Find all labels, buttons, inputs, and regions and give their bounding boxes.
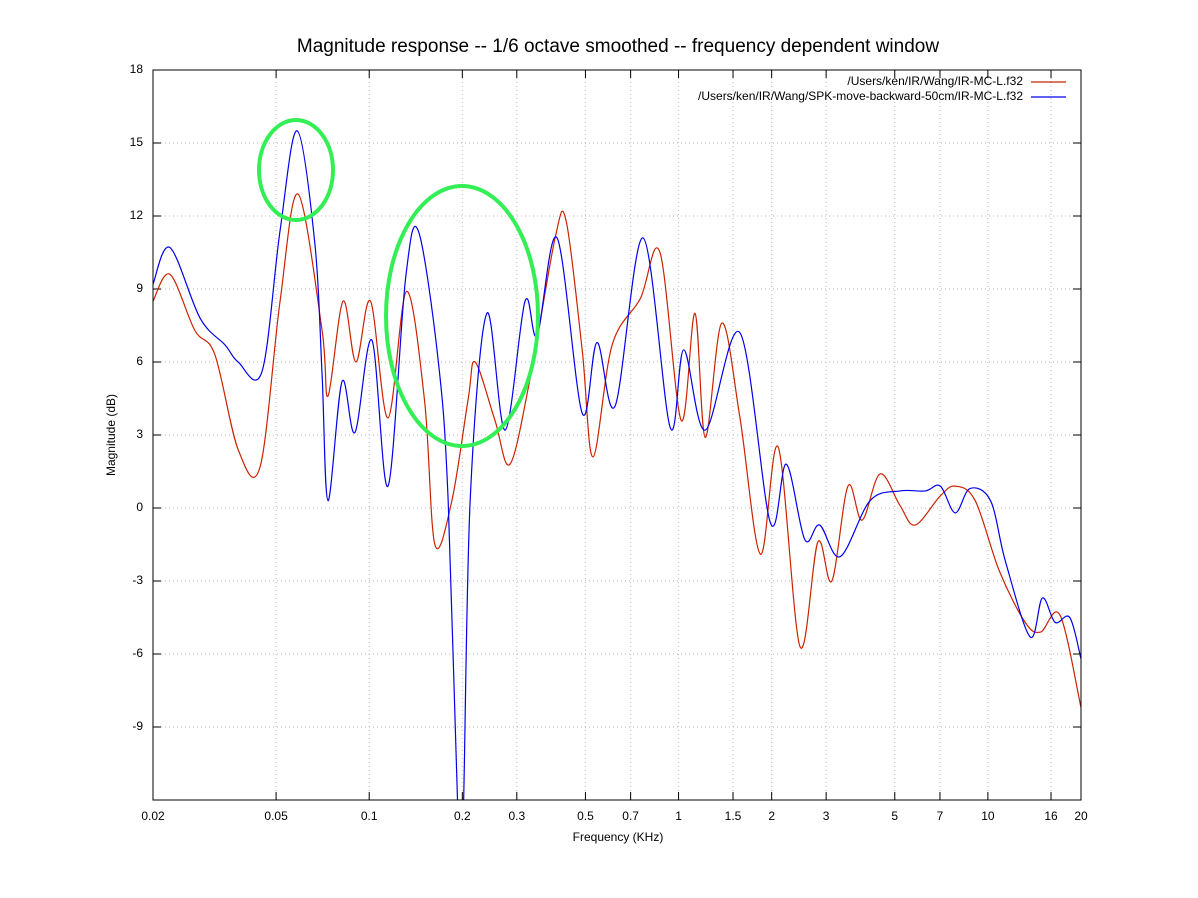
chart-title: Magnitude response -- 1/6 octave smoothe…: [297, 36, 939, 57]
x-tick-label: 16: [1044, 809, 1058, 823]
x-tick-label: 2: [768, 809, 775, 823]
legend: /Users/ken/IR/Wang/IR-MC-L.f32/Users/ken…: [698, 74, 1066, 103]
highlight-ellipse: [257, 118, 335, 222]
x-axis-label: Frequency (KHz): [573, 830, 664, 844]
y-tick-label: 15: [130, 135, 144, 149]
x-tick-label: 0.1: [361, 809, 378, 823]
y-tick-label: 18: [130, 62, 144, 76]
y-tick-label: 0: [136, 500, 143, 514]
x-tick-label: 0.05: [264, 809, 288, 823]
plot-area: [153, 130, 1081, 800]
series-line: [153, 193, 1081, 708]
x-tick-label: 0.2: [454, 809, 471, 823]
plot-frame: [152, 69, 1082, 801]
series-line: [153, 130, 1081, 800]
y-tick-label: 12: [130, 208, 144, 222]
x-tick-label: 3: [823, 809, 830, 823]
y-tick-label: -6: [132, 646, 143, 660]
x-tick-label: 5: [891, 809, 898, 823]
y-tick-label: -3: [132, 573, 143, 587]
x-tick-label: 0.3: [508, 809, 525, 823]
x-tick-label: 10: [981, 809, 995, 823]
y-tick-label: 6: [136, 354, 143, 368]
x-tick-label: 0.02: [141, 809, 165, 823]
y-axis-label: Magnitude (dB): [104, 394, 118, 476]
x-tick-label: 20: [1074, 809, 1088, 823]
legend-label: /Users/ken/IR/Wang/IR-MC-L.f32: [847, 74, 1023, 88]
x-tick-label: 0.7: [622, 809, 639, 823]
legend-label: /Users/ken/IR/Wang/SPK-move-backward-50c…: [698, 89, 1023, 103]
x-tick-label: 0.5: [577, 809, 594, 823]
y-tick-label: -9: [132, 719, 143, 733]
highlight-ellipse: [384, 184, 540, 448]
x-tick-label: 1.5: [725, 809, 742, 823]
x-tick-label: 1: [675, 809, 682, 823]
y-tick-label: 3: [136, 427, 143, 441]
y-tick-label: 9: [136, 281, 143, 295]
x-tick-label: 7: [937, 809, 944, 823]
